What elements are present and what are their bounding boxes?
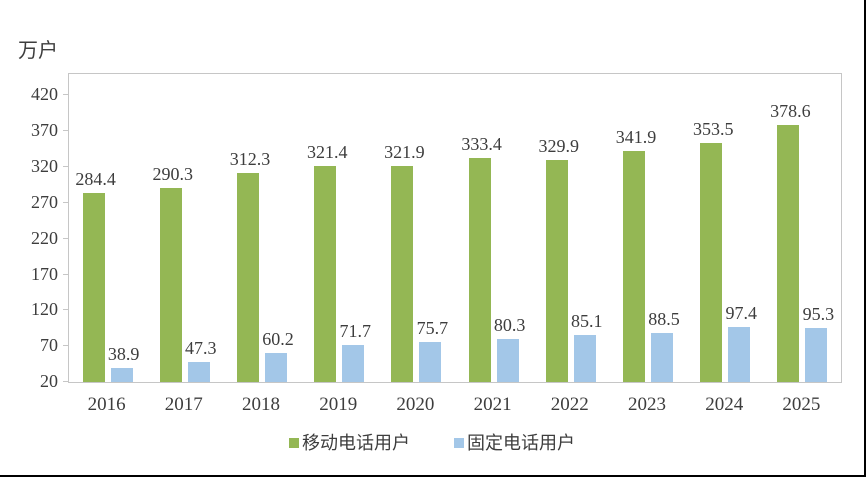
bar-value-label: 321.9 <box>384 141 425 162</box>
chart-legend: 移动电话用户 固定电话用户 <box>0 434 864 452</box>
mobile-users-bar-2019 <box>314 166 337 382</box>
y-tick-mark <box>63 274 68 275</box>
mobile-users-bar-2021 <box>468 157 491 382</box>
x-axis-label-2024: 2024 <box>705 394 744 415</box>
y-tick-mark <box>63 381 68 382</box>
legend-swatch <box>454 438 464 448</box>
legend-swatch <box>289 438 299 448</box>
legend-item-fixed-line-users: 固定电话用户 <box>454 434 575 452</box>
y-tick-label: 220 <box>31 227 58 248</box>
fixed-line-users-bar-2019 <box>342 344 365 382</box>
legend-item-mobile-users: 移动电话用户 <box>289 434 410 452</box>
mobile-users-bar-2016 <box>82 192 105 382</box>
y-tick-label: 120 <box>31 299 58 320</box>
y-tick-mark <box>63 130 68 131</box>
mobile-users-bar-2020 <box>391 165 414 382</box>
fixed-line-users-bar-2017 <box>187 362 210 382</box>
bar-value-label: 378.6 <box>770 101 811 122</box>
legend-label: 固定电话用户 <box>467 433 575 453</box>
x-axis-label-2020: 2020 <box>396 394 435 415</box>
bar-value-label: 341.9 <box>615 127 657 148</box>
bar-value-label: 321.4 <box>306 142 348 163</box>
y-axis-unit-label: 万户 <box>18 40 58 62</box>
fixed-line-users-bar-2025 <box>805 328 828 382</box>
x-axis-label-2023: 2023 <box>628 394 666 415</box>
fixed-line-users-bar-2021 <box>496 338 519 382</box>
fixed-line-users-bar-2023 <box>651 332 673 382</box>
x-axis-label-2019: 2019 <box>319 394 358 415</box>
x-axis-label-2018: 2018 <box>242 394 280 415</box>
legend-label: 移动电话用户 <box>302 433 410 453</box>
x-axis-label-2022: 2022 <box>550 394 589 415</box>
y-tick-label: 170 <box>31 263 58 284</box>
y-tick-mark <box>63 238 68 239</box>
bar-value-label: 95.3 <box>802 304 835 325</box>
bar-value-label: 88.5 <box>648 308 680 329</box>
mobile-users-bar-2017 <box>159 188 182 382</box>
bar-value-label: 85.1 <box>571 311 603 332</box>
fixed-line-users-bar-2016 <box>110 368 133 382</box>
y-tick-mark <box>63 202 68 203</box>
x-axis-label-2021: 2021 <box>473 394 512 415</box>
bar-value-label: 284.4 <box>75 168 116 189</box>
mobile-users-bar-2022 <box>545 160 568 382</box>
bar-value-label: 353.5 <box>692 119 734 140</box>
y-tick-label: 70 <box>40 335 58 356</box>
x-axis-label-2016: 2016 <box>87 394 126 415</box>
bar-value-label: 290.3 <box>152 164 194 185</box>
bar-value-label: 47.3 <box>185 338 217 359</box>
y-tick-label: 320 <box>31 156 58 177</box>
plot-area: 284.4 38.9 290.3 47.3 312.3 60.2 321.4 71.7 321.… <box>68 73 842 383</box>
x-axis-label-2017: 2017 <box>164 394 203 415</box>
bar-value-label: 329.9 <box>538 136 580 157</box>
bar-value-label: 97.4 <box>725 302 757 323</box>
mobile-users-bar-2023 <box>623 151 645 382</box>
x-axis-label-2025: 2025 <box>782 394 821 415</box>
mobile-users-bar-2024 <box>700 143 723 382</box>
y-tick-mark <box>63 309 68 310</box>
y-tick-label: 370 <box>31 120 58 141</box>
y-tick-mark <box>63 166 68 167</box>
mobile-users-bar-2018 <box>237 172 259 382</box>
mobile-users-bar-2025 <box>777 125 800 382</box>
y-tick-mark <box>63 345 68 346</box>
bar-value-label: 60.2 <box>262 329 294 350</box>
fixed-line-users-bar-2024 <box>728 326 751 382</box>
bar-value-label: 312.3 <box>229 148 271 169</box>
y-tick-label: 270 <box>31 191 58 212</box>
y-tick-mark <box>63 94 68 95</box>
fixed-line-users-bar-2020 <box>419 342 442 382</box>
bar-value-label: 71.7 <box>339 320 371 341</box>
bar-value-label: 75.7 <box>416 318 449 339</box>
y-tick-label: 20 <box>40 371 58 391</box>
bar-value-label: 333.4 <box>461 133 502 154</box>
fixed-line-users-bar-2018 <box>265 353 287 382</box>
fixed-line-users-bar-2022 <box>573 335 596 382</box>
y-tick-label: 420 <box>31 84 58 105</box>
bar-value-label: 38.9 <box>107 344 140 365</box>
bar-value-label: 80.3 <box>493 314 526 335</box>
